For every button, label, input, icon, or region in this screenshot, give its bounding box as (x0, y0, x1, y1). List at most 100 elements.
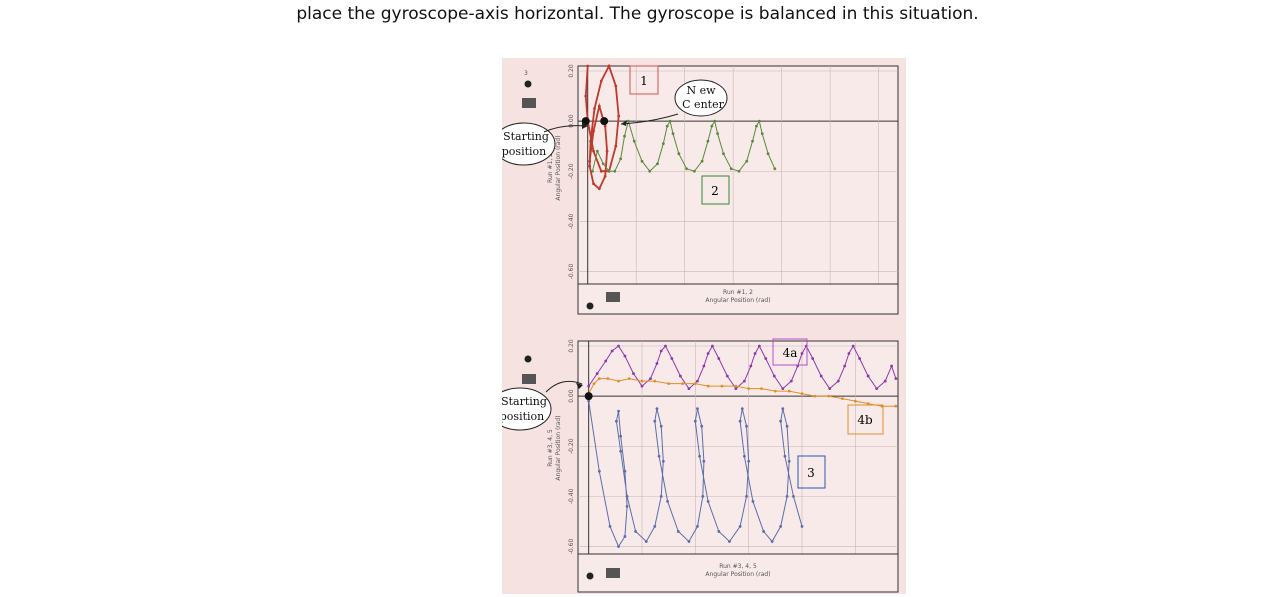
data-point-4a (866, 374, 870, 378)
data-point-4a (617, 344, 620, 348)
new-center-callout (674, 79, 728, 117)
data-point-4b (653, 379, 657, 383)
data-point-3 (617, 409, 620, 413)
grid-bottom (578, 341, 898, 554)
data-point-4b (597, 377, 601, 380)
record-icon (524, 355, 532, 363)
data-point-3 (800, 525, 804, 528)
y-axis-label-top: Angular Position (rad) (555, 135, 562, 200)
series-line-4a (588, 344, 897, 390)
y-tick-label: -0.20 (568, 438, 575, 454)
y-ticks-bottom: 0.20 0.00 -0.20 -0.40 -0.60 (568, 339, 575, 554)
data-point-1 (597, 104, 601, 108)
position-marker (600, 117, 609, 126)
data-point-3 (781, 407, 785, 411)
data-point-4b (681, 382, 684, 385)
data-point-2 (766, 152, 770, 156)
data-point-2 (706, 139, 710, 143)
data-point-3 (657, 454, 661, 458)
data-point-4a (595, 372, 599, 375)
y-tick-label: 0.20 (568, 339, 575, 353)
data-point-1 (599, 169, 603, 173)
data-point-4a (772, 374, 776, 378)
data-point-2 (656, 162, 659, 166)
data-point-4b (773, 389, 777, 393)
data-point-3 (785, 494, 789, 498)
data-point-1 (588, 159, 592, 163)
label-box-2 (701, 175, 730, 205)
label-box-3 (797, 455, 826, 489)
data-point-3 (687, 540, 691, 543)
data-point-1 (592, 182, 595, 186)
data-point-4a (781, 387, 785, 391)
series-line-1 (584, 63, 620, 191)
data-point-1 (597, 187, 601, 191)
data-point-4a (670, 357, 674, 360)
data-point-2 (716, 132, 720, 136)
data-point-3 (698, 454, 701, 458)
data-point-3 (676, 530, 680, 533)
data-point-4a (847, 352, 851, 355)
data-point-2 (648, 169, 652, 173)
data-point-4a (764, 357, 768, 360)
y-tick-label: -0.20 (568, 163, 575, 179)
data-point-3 (696, 525, 699, 528)
data-point-3 (738, 525, 742, 528)
data-point-4a (702, 364, 706, 368)
data-point-1 (599, 79, 603, 83)
data-point-4b (592, 382, 596, 385)
data-point-4a (858, 357, 861, 360)
data-point-3 (617, 545, 620, 548)
data-point-3 (666, 499, 669, 503)
axis-index-label: 3 (524, 70, 528, 77)
data-point-1 (603, 124, 607, 128)
data-point-2 (632, 139, 636, 143)
data-point-3 (701, 494, 705, 498)
data-point-4b (617, 379, 620, 383)
data-point-3 (623, 469, 627, 473)
data-point-3 (728, 540, 731, 543)
data-point-4a (711, 344, 714, 348)
data-point-4a (843, 364, 847, 368)
data-point-3 (619, 434, 623, 438)
data-point-2 (677, 152, 681, 156)
data-point-4a (753, 352, 757, 355)
data-point-4a (587, 384, 591, 388)
data-point-2 (613, 169, 617, 173)
y-tick-label: -0.60 (568, 264, 575, 280)
data-point-4b (787, 389, 791, 393)
label-box-4a (772, 338, 808, 366)
data-point-4a (725, 374, 729, 378)
data-point-3 (779, 419, 783, 423)
data-point-3 (625, 504, 629, 508)
data-point-4a (789, 379, 793, 383)
x-axis-strip-bottom (577, 553, 899, 593)
data-point-4b (894, 404, 898, 408)
data-point-4a (659, 349, 663, 353)
data-point-1 (607, 64, 611, 68)
x-axis-label-bottom: Angular Position (rad) (705, 571, 770, 578)
position-marker (584, 392, 593, 401)
arrow-head (621, 120, 627, 126)
grid-top (578, 66, 898, 284)
data-point-1 (592, 149, 595, 153)
gyroscope-icon (522, 374, 536, 384)
data-point-4a (757, 344, 761, 348)
data-point-2 (640, 159, 644, 163)
position-marker (581, 117, 590, 126)
plot-area-top (577, 65, 899, 285)
data-point-4b (866, 402, 870, 406)
data-point-2 (595, 149, 599, 153)
data-point-4a (851, 344, 855, 348)
data-point-4b (734, 384, 738, 388)
label-4a: 4a (783, 346, 798, 360)
data-point-3 (738, 419, 742, 423)
data-point-4b (853, 399, 857, 403)
data-point-4a (649, 377, 652, 380)
data-point-3 (619, 449, 623, 453)
data-point-4b (667, 382, 671, 385)
data-point-2 (661, 142, 665, 146)
data-point-2 (700, 159, 704, 163)
data-point-4b (813, 394, 817, 398)
data-point-2 (668, 119, 672, 123)
